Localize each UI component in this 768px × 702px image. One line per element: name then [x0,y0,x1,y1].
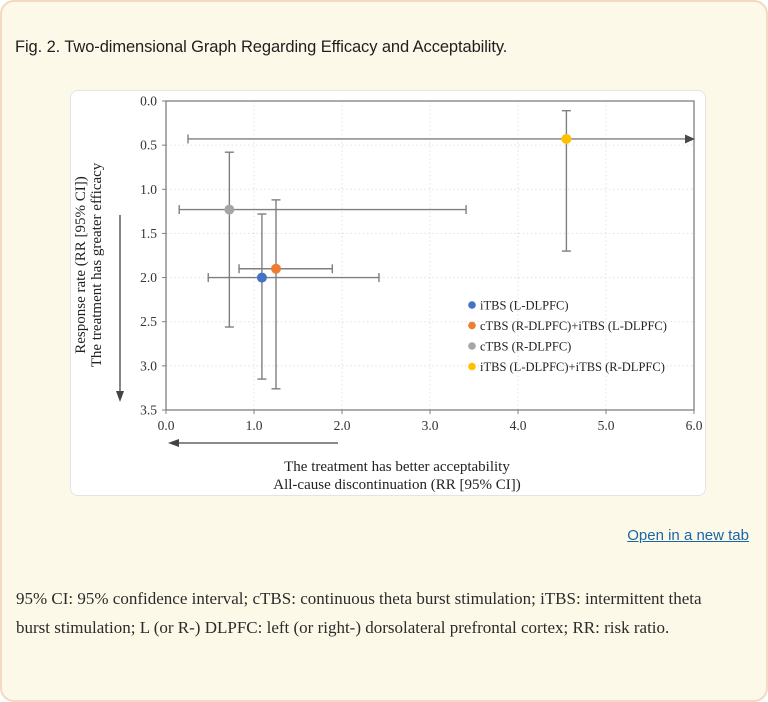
x-tick-label: 1.0 [246,418,263,433]
figure-title: Fig. 2. Two-dimensional Graph Regarding … [15,38,508,56]
x-tick-label: 5.0 [598,418,615,433]
legend-label: iTBS (L-DLPFC)+iTBS (R-DLPFC) [480,360,665,374]
y-tick-label: 1.5 [140,226,157,241]
legend-marker [468,362,476,371]
x-tick-label: 3.0 [422,418,439,433]
data-point [224,204,235,215]
open-new-tab-link[interactable]: Open in a new tab [627,527,749,544]
legend-label: iTBS (L-DLPFC) [480,299,569,313]
legend-marker [468,342,476,350]
y-tick-label: 2.5 [140,314,157,329]
y-tick-label: 3.0 [140,358,157,373]
x-tick-label: 0.0 [158,418,175,433]
legend-label: cTBS (R-DLPFC)+iTBS (L-DLPFC) [480,319,667,333]
x-tick-label: 4.0 [510,418,527,433]
figure-caption: 95% CI: 95% confidence interval; cTBS: c… [16,589,702,637]
data-point [271,263,281,274]
plot-area [165,100,695,411]
y-tick-label: 2.0 [140,270,157,285]
x-axis-title-line1: The treatment has better acceptability [284,459,510,475]
arrow-right-icon [685,134,695,144]
x-tick-label: 2.0 [334,418,351,433]
legend-marker [468,301,476,309]
arrow-left-icon [168,439,179,447]
legend-label: cTBS (R-DLPFC) [480,340,571,354]
chart-panel: 0.0 1.0 2.0 3.0 4.0 5.0 6.0 0.0 0.5 1.0 1.5 2.0 2.5 3… [70,90,706,496]
y-axis-title-line1: Response rate (RR [95% CI]) [73,176,89,353]
arrow-down-icon [116,391,124,402]
y-tick-label: 3.5 [140,403,157,418]
y-tick-label: 0.0 [140,94,157,109]
scatter-chart: 0.0 1.0 2.0 3.0 4.0 5.0 6.0 0.0 0.5 1.0 1.5 2.0 2.5 3… [73,94,703,494]
data-point [256,272,267,283]
y-tick-label: 0.5 [140,138,157,153]
data-point [561,133,572,144]
legend-marker [468,321,476,330]
x-tick-label: 6.0 [686,418,703,433]
y-tick-label: 1.0 [140,182,157,197]
x-axis-title-line2: All-cause discontinuation (RR [95% CI]) [273,477,520,493]
y-axis-title-line2: The treatment has greater efficacy [89,162,105,367]
